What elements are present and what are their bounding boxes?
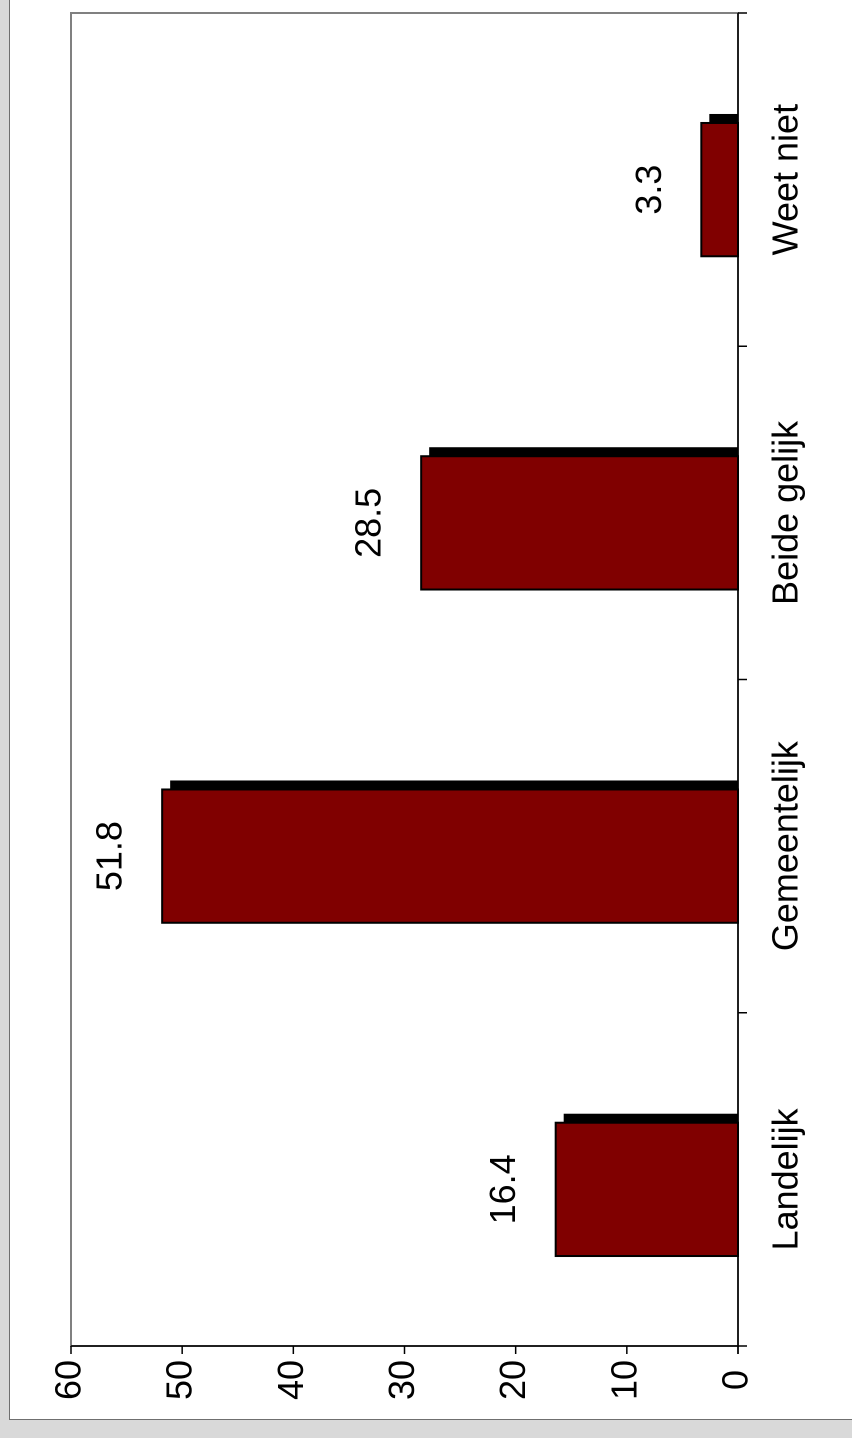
- data-label: 3.3: [628, 165, 669, 215]
- value-tick-label: 0: [715, 1370, 756, 1390]
- bar-chart: 0 10 20 30 40 50 60 16.4 Landelijk 51.8 Gemeenteli…: [48, 12, 806, 1400]
- category-label: Weet niet: [765, 104, 806, 255]
- bar: [161, 788, 739, 924]
- value-tick-label: 40: [270, 1360, 311, 1400]
- bar: [554, 1121, 739, 1258]
- bar: [700, 121, 740, 258]
- chart-frame: 0 10 20 30 40 50 60 16.4 Landelijk 51.8 Gemeenteli…: [9, 0, 852, 1420]
- category-label: Beide gelijk: [765, 420, 806, 605]
- category-label: Landelijk: [765, 1107, 806, 1250]
- data-label: 16.4: [482, 1154, 523, 1224]
- value-tick-label: 30: [381, 1360, 422, 1400]
- value-tick-label: 20: [492, 1360, 533, 1400]
- bar: [420, 455, 739, 591]
- data-label: 51.8: [89, 821, 130, 891]
- value-tick-label: 60: [48, 1360, 89, 1400]
- value-tick-label: 10: [603, 1360, 644, 1400]
- value-tick-label: 50: [159, 1360, 200, 1400]
- category-label: Gemeentelijk: [765, 740, 806, 951]
- data-label: 28.5: [348, 488, 389, 558]
